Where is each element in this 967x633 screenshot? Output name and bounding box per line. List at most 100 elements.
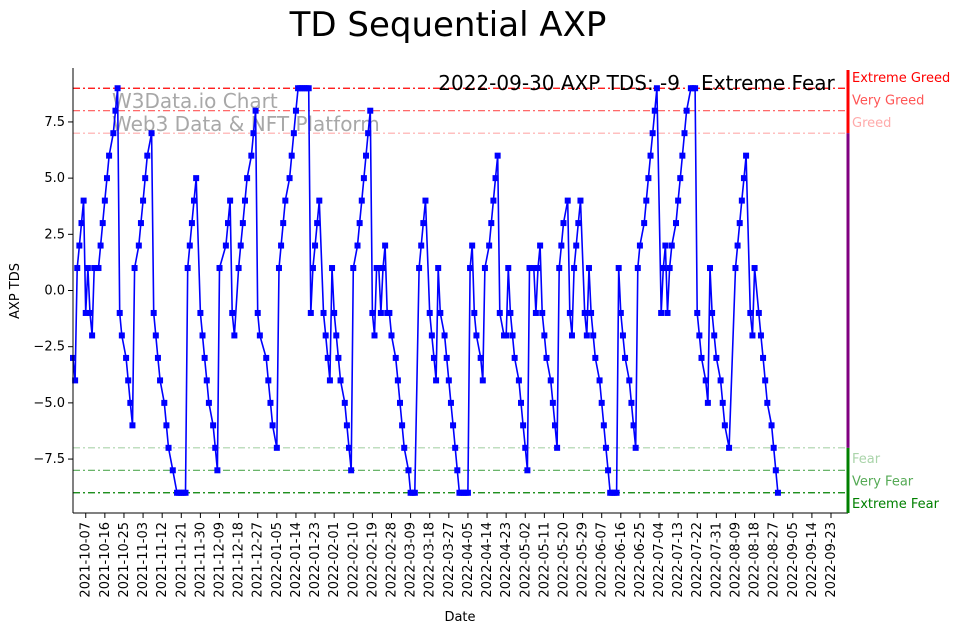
y-axis-label: AXP TDS	[8, 263, 23, 319]
data-point	[227, 197, 234, 204]
x-tick-label: 2022-03-09	[404, 522, 419, 598]
data-point	[632, 444, 639, 451]
data-point	[450, 422, 457, 429]
x-tick-label: 2022-01-14	[289, 522, 304, 598]
data-point	[433, 377, 440, 384]
x-tick-label: 2022-09-14	[805, 522, 820, 598]
data-point	[564, 197, 571, 204]
data-point	[628, 399, 635, 406]
data-point	[617, 309, 624, 316]
data-point	[738, 197, 745, 204]
data-point	[734, 242, 741, 249]
data-point	[316, 197, 323, 204]
data-point	[515, 377, 522, 384]
data-point	[91, 265, 98, 272]
data-point	[252, 107, 259, 114]
data-point	[666, 265, 673, 272]
data-point	[265, 377, 272, 384]
data-point	[662, 242, 669, 249]
data-point	[447, 399, 454, 406]
data-point	[125, 377, 132, 384]
x-tick-label: 2021-12-09	[213, 522, 228, 598]
x-tick-label: 2022-04-05	[461, 522, 476, 598]
data-point	[411, 489, 418, 496]
data-point	[566, 309, 573, 316]
data-point	[356, 220, 363, 227]
data-point	[106, 152, 113, 159]
x-tick-label: 2022-06-25	[633, 522, 648, 598]
data-point	[615, 265, 622, 272]
x-tick-label: 2021-11-30	[193, 522, 208, 598]
data-point	[473, 332, 480, 339]
data-point	[241, 197, 248, 204]
data-point	[437, 309, 444, 316]
data-point	[471, 309, 478, 316]
data-point	[518, 399, 525, 406]
data-point	[496, 309, 503, 316]
y-ticks: −7.5 −5.0 −2.5 0.0 2.5 5.0 7.5	[33, 115, 73, 467]
data-point	[681, 130, 688, 137]
data-point	[583, 332, 590, 339]
data-point	[641, 220, 648, 227]
data-point	[479, 377, 486, 384]
data-point	[322, 332, 329, 339]
status-label: Extreme Fear	[701, 71, 836, 95]
data-point	[205, 399, 212, 406]
data-point	[235, 265, 242, 272]
y-tick-label: −5.0	[33, 396, 65, 411]
data-point	[692, 85, 699, 92]
x-ticks: 2021-10-07 2021-10-16 2021-10-25 2021-11-03…	[79, 513, 839, 598]
data-point	[719, 399, 726, 406]
data-point	[123, 354, 130, 361]
data-point	[774, 489, 781, 496]
data-point	[585, 265, 592, 272]
data-point	[522, 444, 529, 451]
data-point	[161, 399, 168, 406]
data-point	[380, 265, 386, 272]
data-point	[244, 175, 251, 182]
data-point	[636, 242, 643, 249]
data-point	[464, 489, 471, 496]
data-point	[99, 220, 106, 227]
data-point	[539, 309, 546, 316]
data-point	[740, 175, 747, 182]
data-point	[581, 309, 588, 316]
data-point	[547, 377, 554, 384]
data-point	[337, 377, 344, 384]
data-point	[80, 197, 87, 204]
data-point	[558, 242, 565, 249]
data-point	[626, 377, 633, 384]
data-point	[392, 354, 399, 361]
data-point	[600, 422, 607, 429]
data-point	[341, 399, 348, 406]
data-point	[256, 332, 263, 339]
data-point	[72, 377, 79, 384]
watermark-line-1: W3Data.io Chart	[112, 89, 278, 113]
data-point	[530, 265, 537, 272]
data-point	[503, 332, 510, 339]
data-point	[182, 489, 189, 496]
data-point	[163, 422, 170, 429]
status-readout: 2022-09-30 AXP TDS: -9 Extreme Fear	[438, 71, 835, 95]
data-point	[441, 332, 448, 339]
data-point	[82, 309, 89, 316]
data-point	[675, 197, 682, 204]
data-point	[118, 332, 125, 339]
y-tick-label: 2.5	[44, 227, 65, 242]
data-point	[694, 309, 701, 316]
data-point	[348, 467, 355, 474]
data-point	[643, 197, 650, 204]
data-point	[772, 467, 779, 474]
data-point	[197, 309, 204, 316]
x-tick-label: 2021-11-12	[155, 522, 170, 598]
data-point	[290, 130, 297, 137]
data-point	[292, 107, 299, 114]
data-point	[590, 332, 597, 339]
data-point	[757, 332, 764, 339]
data-point	[103, 175, 110, 182]
data-point	[76, 242, 83, 249]
data-point	[762, 377, 769, 384]
data-point	[736, 220, 743, 227]
data-point	[184, 265, 191, 272]
data-point	[647, 152, 654, 159]
